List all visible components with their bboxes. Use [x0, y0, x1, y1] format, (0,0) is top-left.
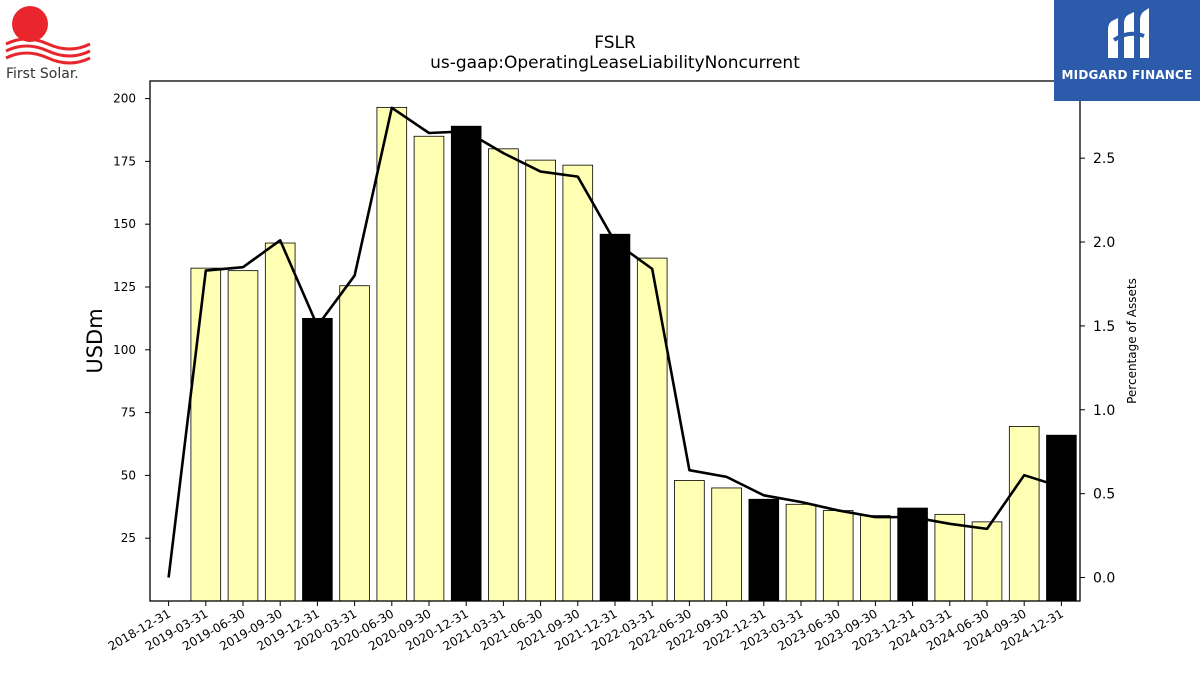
bar-2020-09-30	[413, 135, 445, 602]
y2-tick-label: 2.5	[1093, 151, 1115, 167]
bar-2020-03-31	[339, 285, 370, 602]
y-tick-label: 75	[121, 406, 136, 420]
bar-2024-09-30	[1008, 426, 1040, 602]
bar-2019-03-31	[190, 267, 222, 602]
bar-2021-03-31	[488, 148, 519, 602]
chart-subtitle: us-gaap:OperatingLeaseLiabilityNoncurren…	[430, 53, 800, 73]
bar-2023-03-31	[785, 503, 817, 602]
bar-2019-09-30	[264, 242, 296, 602]
first-solar-logo: First Solar.	[4, 4, 96, 84]
bar-2019-12-31	[302, 317, 333, 602]
line-group	[167, 106, 1062, 578]
y2-tick-label: 0.5	[1093, 487, 1115, 503]
bar-2020-12-31	[450, 125, 482, 602]
bar-2024-06-30	[971, 521, 1003, 602]
bar-2020-06-30	[376, 106, 408, 602]
y-tick-label: 25	[121, 531, 136, 545]
bar-2024-12-31	[1046, 434, 1077, 602]
midgard-emblem-icon	[1108, 8, 1149, 58]
bar-2024-03-31	[934, 513, 966, 602]
y-ticks-group: 25 50 75 100 125 150 175 200	[113, 92, 150, 545]
y-axis-label: USDm	[83, 308, 107, 373]
x-ticks-group: 2018-12-312019-03-312019-06-302019-09-30…	[106, 601, 1066, 653]
midgard-finance-logo: MIDGARD FINANCE	[1054, 0, 1200, 101]
percentage-of-assets-line	[167, 106, 1062, 578]
bar-2021-06-30	[525, 159, 556, 602]
y2-tick-label: 1.0	[1093, 403, 1115, 419]
y2-ticks-group: 0.0 0.5 1.0 1.5 2.0 2.5	[1080, 151, 1115, 587]
first-solar-sun-icon	[5, 6, 91, 65]
bar-2023-06-30	[822, 510, 854, 602]
bar-2022-03-31	[636, 257, 668, 602]
bars-group	[190, 106, 1077, 602]
first-solar-logo-text: First Solar.	[6, 66, 79, 82]
y-tick-label: 150	[113, 217, 136, 231]
bar-2021-09-30	[562, 164, 594, 602]
bar-2022-09-30	[711, 487, 742, 602]
y2-tick-label: 0.0	[1093, 571, 1115, 587]
y2-tick-label: 2.0	[1093, 235, 1115, 251]
bar-2019-06-30	[227, 270, 259, 602]
bar-2021-12-31	[599, 233, 631, 602]
y-tick-label: 200	[113, 92, 136, 106]
midgard-finance-logo-text: MIDGARD FINANCE	[1061, 68, 1193, 82]
y2-tick-label: 1.5	[1093, 319, 1115, 335]
bar-2023-09-30	[860, 515, 891, 602]
y-tick-label: 50	[121, 468, 136, 482]
y2-axis-label: Percentage of Assets	[1125, 278, 1139, 404]
bar-2023-12-31	[897, 507, 928, 602]
bar-2022-06-30	[674, 480, 705, 602]
y-tick-label: 125	[113, 280, 136, 294]
y-tick-label: 175	[113, 154, 136, 168]
chart-title: FSLR	[594, 33, 636, 53]
bar-2022-12-31	[748, 498, 780, 602]
y-tick-label: 100	[113, 343, 136, 357]
